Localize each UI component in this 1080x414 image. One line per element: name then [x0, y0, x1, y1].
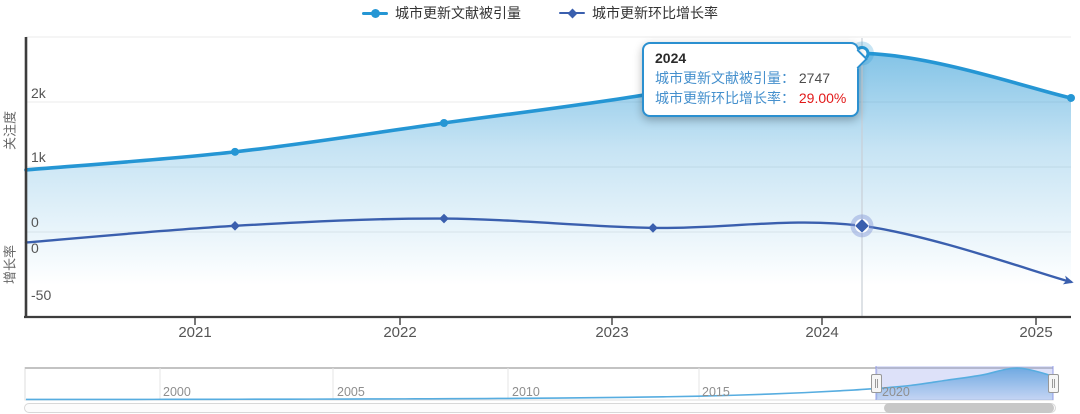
legend-label-growth: 城市更新环比增长率 — [592, 5, 718, 21]
y-axis-name-growth: 增长率 — [2, 245, 18, 285]
ytick-growth-m50: -50 — [31, 287, 52, 303]
datazoom-right-handle[interactable] — [1048, 374, 1059, 393]
xtick-2021: 2021 — [178, 324, 212, 341]
y-axis-name-attention: 关注度 — [2, 111, 18, 151]
line-diamond-marker-icon — [559, 6, 585, 20]
ytick-attention-2k: 2k — [31, 85, 46, 101]
legend-item-growth[interactable]: 城市更新环比增长率 — [559, 3, 718, 23]
slider-label-2005: 2005 — [337, 385, 365, 399]
slider-label-2010: 2010 — [512, 385, 540, 399]
tooltip-row-citations: 城市更新文献被引量： 2747 — [655, 68, 846, 88]
horizontal-scrollbar-track[interactable] — [24, 403, 1056, 413]
tooltip-row-growth: 城市更新环比增长率： 29.00% — [655, 88, 846, 108]
tooltip-label-growth: 城市更新环比增长率： — [655, 90, 795, 106]
datazoom-left-handle[interactable] — [871, 374, 882, 393]
xtick-2025: 2025 — [1019, 324, 1053, 341]
tooltip: 2024 城市更新文献被引量： 2747 城市更新环比增长率： 29.00% — [642, 42, 868, 117]
tooltip-title: 2024 — [655, 50, 687, 66]
legend-item-citations[interactable]: 城市更新文献被引量 — [362, 3, 521, 23]
legend: 城市更新文献被引量 城市更新环比增长率 — [0, 3, 1080, 23]
ytick-attention-0: 0 — [31, 214, 39, 230]
ytick-growth-0: 0 — [31, 240, 39, 256]
legend-label-citations: 城市更新文献被引量 — [395, 5, 521, 21]
tooltip-label-citations: 城市更新文献被引量： — [655, 70, 795, 86]
xtick-2023: 2023 — [595, 324, 629, 341]
tooltip-value-growth: 29.00% — [798, 90, 847, 106]
xtick-2022: 2022 — [383, 324, 417, 341]
horizontal-scrollbar-thumb[interactable] — [884, 403, 1054, 413]
line-circle-marker-icon — [362, 6, 388, 20]
slider-label-2015: 2015 — [702, 385, 730, 399]
xtick-2024: 2024 — [805, 324, 839, 341]
ytick-attention-1k: 1k — [31, 149, 46, 165]
tooltip-value-citations: 2747 — [798, 70, 831, 86]
slider-label-2000: 2000 — [163, 385, 191, 399]
slider-label-2020: 2020 — [882, 385, 910, 399]
